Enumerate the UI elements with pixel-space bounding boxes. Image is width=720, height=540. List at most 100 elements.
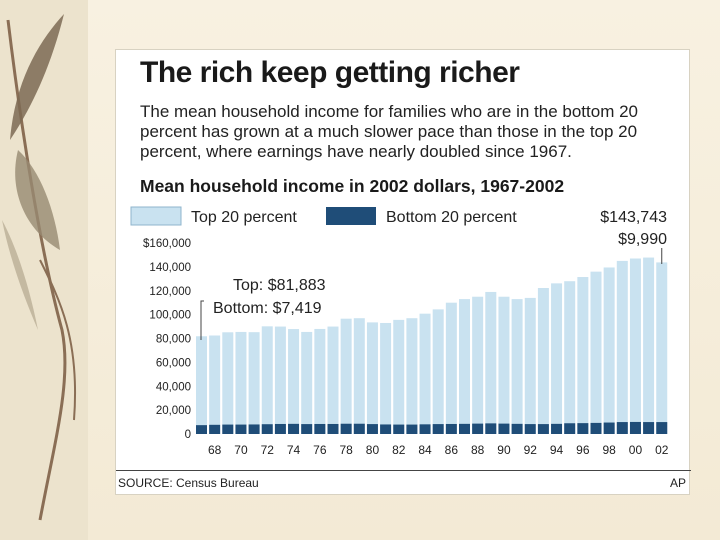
bar-bottom-20 [590,422,602,434]
legend-label-bottom: Bottom 20 percent [386,209,517,226]
bar-top-20 [459,299,470,434]
bar-top-20 [656,262,668,434]
bar-bottom-20 [248,424,260,434]
bar-bottom-20 [511,423,523,434]
bar-top-20 [406,318,418,434]
subtitle-text: The mean household income for families w… [140,102,638,161]
y-tick-label: 60,000 [156,357,191,369]
chart-card: The rich keep getting richer The mean ho… [115,49,691,495]
bar-top-20 [327,326,339,434]
bar-top-20 [485,291,497,434]
bar-bottom-20 [419,424,431,434]
legend-swatch-bottom [326,207,376,225]
bar-bottom-20 [380,424,392,434]
x-tick-label: 80 [366,443,380,457]
leaf-branch-decoration [2,14,77,521]
x-tick-label: 88 [471,443,485,457]
bar-bottom-20 [366,424,378,434]
chart-heading: Mean household income in 2002 dollars, 1… [140,176,565,196]
bar-top-20 [196,336,207,434]
bar-bottom-20 [222,424,234,434]
bar-bottom-20 [196,425,207,434]
x-tick-label: 00 [629,443,643,457]
x-tick-label: 84 [418,443,432,457]
bar-top-20 [432,309,444,434]
x-tick-label: 92 [524,443,538,457]
annotation-end-top: $143,743 [600,209,667,226]
x-tick-label: 68 [208,443,222,457]
annotation-start-top: Top: $81,883 [233,277,326,294]
bar-bottom-20 [301,424,313,434]
bar-top-20 [616,260,628,434]
bar-top-20 [643,257,655,434]
annotation-start-leader [200,300,204,340]
bar-bottom-20 [340,423,352,434]
bar-bottom-20 [353,423,365,434]
y-tick-label: 120,000 [149,286,191,298]
bar-top-20 [498,296,510,434]
x-tick-label: 72 [261,443,275,457]
x-tick-label: 78 [339,443,353,457]
x-tick-label: 94 [550,443,564,457]
bar-bottom-20 [498,423,510,434]
bar-top-20 [366,322,378,434]
bar-bottom-20 [393,424,405,434]
legend-swatch-top [130,206,182,226]
y-tick-label: 100,000 [149,310,191,322]
bar-bottom-20 [551,423,563,434]
y-tick-label: 20,000 [156,405,191,417]
bar-top-20 [261,326,273,434]
bar-top-20 [564,281,576,434]
bar-top-20 [380,322,392,434]
annotation-start-bottom: Bottom: $7,419 [213,300,322,317]
footer-divider [116,470,691,471]
bar-bottom-20 [603,422,615,434]
x-tick-label: 90 [497,443,511,457]
bar-series [196,257,668,434]
income-bar-chart: Top 20 percent Bottom 20 percent 0 20,000… [130,206,669,457]
x-tick-label: 82 [392,443,406,457]
y-tick-label: 140,000 [149,262,191,274]
bar-top-20 [393,319,405,434]
bar-bottom-20 [524,424,536,434]
x-axis: 68 70 72 74 76 78 80 82 84 86 88 90 92 94 96 98 00 02 [208,443,669,457]
page-title: The rich keep getting richer [140,56,520,89]
bar-top-20 [301,331,313,434]
bar-top-20 [590,271,602,434]
bar-bottom-20 [327,423,339,434]
bar-top-20 [353,318,365,434]
bar-top-20 [340,318,352,434]
bar-bottom-20 [472,423,484,434]
bar-bottom-20 [577,423,589,434]
bar-bottom-20 [485,423,497,434]
bar-top-20 [222,332,234,434]
y-axis: 0 20,000 40,000 60,000 80,000 100,000 120,000 1… [143,238,191,441]
x-tick-label: 74 [287,443,301,457]
x-tick-label: 86 [445,443,459,457]
bar-top-20 [603,267,615,434]
bar-bottom-20 [314,423,326,434]
bar-bottom-20 [274,423,286,434]
x-tick-label: 76 [313,443,327,457]
y-tick-label: $160,000 [143,238,191,250]
bar-bottom-20 [656,422,668,434]
bar-bottom-20 [629,421,641,434]
bar-top-20 [419,313,431,434]
annotations: Top: $81,883 Bottom: $7,419 $143,743 $9,990 [200,209,667,340]
credit-note: AP [669,476,686,490]
x-tick-label: 96 [576,443,590,457]
y-tick-label: 40,000 [156,381,191,393]
bar-top-20 [551,283,563,434]
bar-top-20 [511,299,523,434]
bar-bottom-20 [643,422,655,434]
bar-top-20 [629,258,641,434]
bar-top-20 [577,277,589,434]
x-tick-label: 70 [234,443,248,457]
source-note: SOURCE: Census Bureau [118,476,259,490]
bar-top-20 [445,302,457,434]
bar-bottom-20 [432,424,444,434]
bar-bottom-20 [235,424,247,434]
bar-bottom-20 [288,423,300,434]
bar-bottom-20 [537,424,549,434]
bar-top-20 [314,328,326,434]
